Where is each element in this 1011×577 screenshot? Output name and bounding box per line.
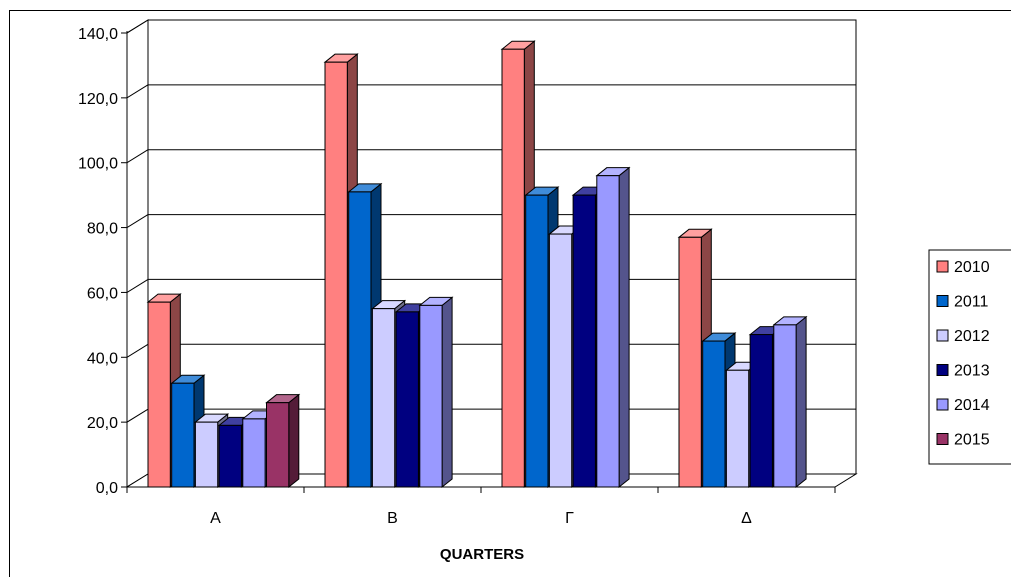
gridline-side: [126, 149, 149, 164]
legend-box: [928, 249, 1011, 465]
legend-label: 2013: [954, 363, 990, 380]
legend-label: 2011: [954, 294, 989, 311]
legend-swatch: [936, 433, 949, 445]
y-tick-label: 20,0: [87, 415, 118, 432]
bar-front: [548, 233, 573, 488]
bar-front: [218, 424, 242, 488]
y-tick-label: 140,0: [78, 26, 118, 43]
x-tick-label: B: [387, 510, 398, 527]
y-axis-ticks: 0,0 20,0 40,0 60,0 80,0 100,0 120,0 140,0: [78, 26, 127, 497]
bar-front: [525, 194, 549, 488]
legend-swatch: [936, 398, 949, 411]
bar-front: [702, 340, 726, 488]
legend-label: 2014: [954, 397, 990, 414]
bar-side: [288, 393, 300, 489]
gridline-side: [126, 279, 149, 293]
legend-swatch: [936, 329, 949, 342]
bar-front: [266, 402, 290, 488]
bar-side: [795, 315, 807, 489]
bar-front: [773, 324, 797, 488]
bar: [595, 166, 631, 489]
bar-front: [348, 191, 372, 488]
bar: [772, 315, 808, 489]
bar: [418, 296, 454, 489]
x-axis-title: QUARTERS: [440, 546, 524, 563]
bar-front: [194, 421, 219, 488]
bar-side: [441, 296, 453, 489]
gridline-side: [126, 214, 149, 228]
bar: [265, 393, 301, 489]
y-tick-label: 80,0: [87, 221, 118, 238]
x-tick-label: Γ: [565, 510, 574, 527]
gridline-side: [126, 84, 149, 99]
bar-side: [618, 166, 630, 489]
legend-label: 2015: [954, 432, 990, 449]
bars: [146, 40, 808, 489]
bar-front: [147, 301, 171, 488]
legend-label: 2012: [954, 328, 990, 345]
legend: 2010 2011 2012 2013 2014 2015: [928, 249, 1011, 465]
bar-front: [324, 61, 348, 488]
legend-swatch: [936, 295, 949, 307]
bar-front: [371, 308, 396, 488]
legend-swatch: [936, 260, 949, 273]
bar-front: [419, 304, 443, 488]
bar-front: [242, 418, 266, 488]
bar-front: [171, 382, 195, 488]
legend-label: 2010: [954, 259, 990, 276]
x-tick-label: Δ: [741, 510, 752, 527]
bar-front: [596, 175, 620, 488]
y-tick-label: 60,0: [87, 285, 118, 302]
gridline-side: [126, 19, 149, 34]
bar-front: [725, 369, 750, 488]
gridline-side: [126, 343, 149, 358]
y-tick-label: 40,0: [87, 350, 118, 367]
gridline-side: [126, 408, 149, 423]
bar-front: [749, 334, 773, 488]
x-tick-label: A: [210, 510, 221, 527]
bar-front: [395, 311, 419, 488]
bar-front: [501, 48, 525, 488]
bar-front: [678, 236, 702, 488]
y-tick-label: 100,0: [78, 156, 118, 173]
legend-swatch: [936, 364, 949, 376]
y-tick-label: 120,0: [78, 91, 118, 108]
y-tick-label: 0,0: [96, 480, 118, 497]
side-wall: [126, 19, 149, 488]
bar-front: [572, 194, 596, 488]
